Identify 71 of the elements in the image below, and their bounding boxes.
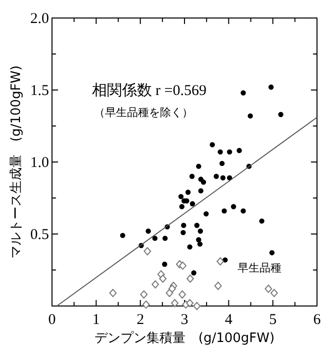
point: [179, 262, 186, 270]
y-axis-title: マルトース生成量 (g/100gFW): [9, 65, 24, 259]
point: [187, 244, 192, 250]
y-tick-label: 1.5: [30, 83, 49, 99]
point: [178, 194, 184, 200]
point: [191, 270, 196, 276]
point: [186, 299, 194, 308]
point: [194, 222, 200, 228]
point: [198, 188, 204, 194]
y-tick-label: 1.0: [30, 155, 49, 171]
annotation: （早生品種を除く）: [94, 107, 193, 119]
point: [162, 262, 168, 267]
point: [178, 290, 186, 299]
point: [196, 164, 202, 169]
point: [240, 90, 246, 96]
point: [180, 230, 186, 236]
x-tick-label: 4: [224, 312, 233, 328]
point: [140, 290, 148, 299]
x-tick-label: 3: [180, 312, 188, 328]
point: [269, 250, 275, 256]
point: [204, 211, 209, 216]
point: [197, 241, 203, 247]
point: [109, 288, 117, 298]
point: [193, 302, 201, 310]
point: [189, 174, 195, 179]
point: [159, 274, 167, 283]
point: [220, 175, 226, 180]
point: [120, 232, 126, 238]
point: [219, 160, 225, 166]
point: [152, 280, 160, 288]
point: [230, 204, 236, 210]
point: [240, 208, 246, 214]
point: [236, 148, 242, 154]
point: [214, 282, 222, 290]
point: [181, 222, 186, 228]
point: [248, 113, 253, 119]
point: [179, 204, 184, 210]
point: [210, 142, 215, 148]
series-label: 早生品種: [238, 261, 282, 274]
point: [142, 300, 150, 309]
point: [259, 218, 264, 224]
point: [200, 180, 206, 185]
point: [222, 208, 227, 214]
x-tick-label: 0: [48, 312, 56, 328]
x-tick-label: 1: [92, 312, 100, 328]
point: [144, 247, 152, 256]
point: [226, 149, 232, 155]
point: [216, 257, 224, 266]
point: [270, 288, 278, 298]
point: [264, 284, 272, 293]
point: [278, 112, 284, 118]
x-tick-label: 6: [313, 312, 322, 328]
point: [146, 228, 151, 234]
point: [186, 274, 194, 283]
x-tick-label: 5: [269, 312, 277, 328]
point: [218, 149, 223, 155]
x-tick-label: 2: [136, 312, 144, 328]
point: [198, 228, 203, 234]
point: [162, 236, 168, 241]
point: [268, 84, 274, 90]
point: [152, 236, 158, 241]
point: [171, 299, 178, 308]
point: [166, 288, 174, 298]
annotation: 相関係数 r =0.569: [92, 83, 206, 99]
point: [185, 190, 191, 195]
point: [190, 201, 196, 206]
x-axis-title: デンプン集積量 (g/100gFW): [94, 331, 275, 346]
point: [214, 174, 219, 179]
y-tick-label: 2.0: [30, 11, 49, 27]
point: [196, 237, 202, 242]
y-tick-label: 0.5: [30, 227, 49, 243]
